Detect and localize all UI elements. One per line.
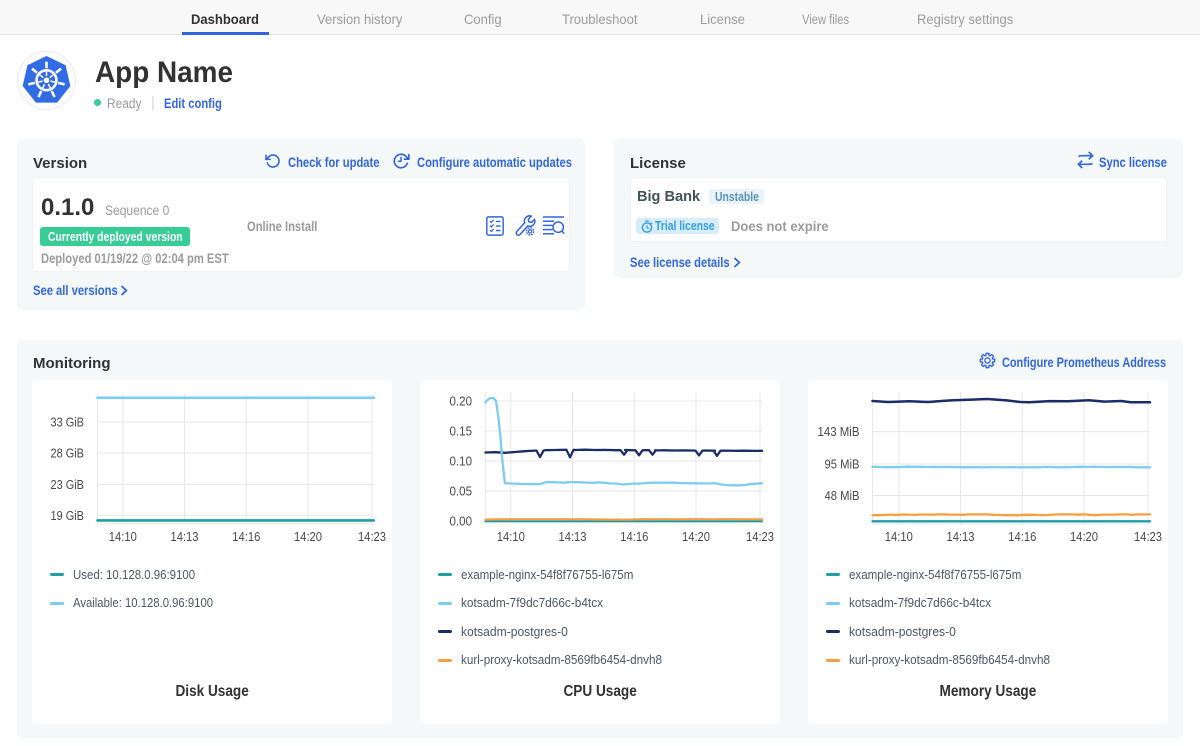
svg-text:95 MiB: 95 MiB [825, 457, 860, 472]
svg-text:14:23: 14:23 [358, 529, 386, 544]
svg-text:14:13: 14:13 [171, 529, 199, 544]
svg-text:14:16: 14:16 [232, 529, 260, 544]
svg-text:14:23: 14:23 [746, 529, 774, 544]
svg-text:14:20: 14:20 [682, 529, 710, 544]
svg-text:0.00: 0.00 [450, 514, 473, 529]
svg-text:14:10: 14:10 [109, 529, 137, 544]
svg-text:14:10: 14:10 [497, 529, 525, 544]
svg-text:0.20: 0.20 [450, 394, 473, 409]
svg-text:0.05: 0.05 [450, 484, 473, 499]
svg-text:33 GiB: 33 GiB [51, 415, 85, 430]
svg-text:14:16: 14:16 [620, 529, 648, 544]
svg-text:14:16: 14:16 [1008, 529, 1036, 544]
svg-text:143 MiB: 143 MiB [818, 424, 860, 439]
svg-text:28 GiB: 28 GiB [51, 446, 85, 461]
svg-text:48 MiB: 48 MiB [825, 488, 860, 503]
svg-text:14:23: 14:23 [1134, 529, 1162, 544]
svg-text:14:13: 14:13 [947, 529, 975, 544]
svg-text:14:10: 14:10 [885, 529, 913, 544]
svg-text:14:13: 14:13 [559, 529, 587, 544]
svg-text:0.15: 0.15 [450, 424, 473, 439]
svg-text:23 GiB: 23 GiB [51, 477, 85, 492]
svg-text:19 GiB: 19 GiB [51, 508, 85, 523]
svg-text:14:20: 14:20 [294, 529, 322, 544]
svg-text:0.10: 0.10 [450, 454, 473, 469]
svg-text:14:20: 14:20 [1070, 529, 1098, 544]
